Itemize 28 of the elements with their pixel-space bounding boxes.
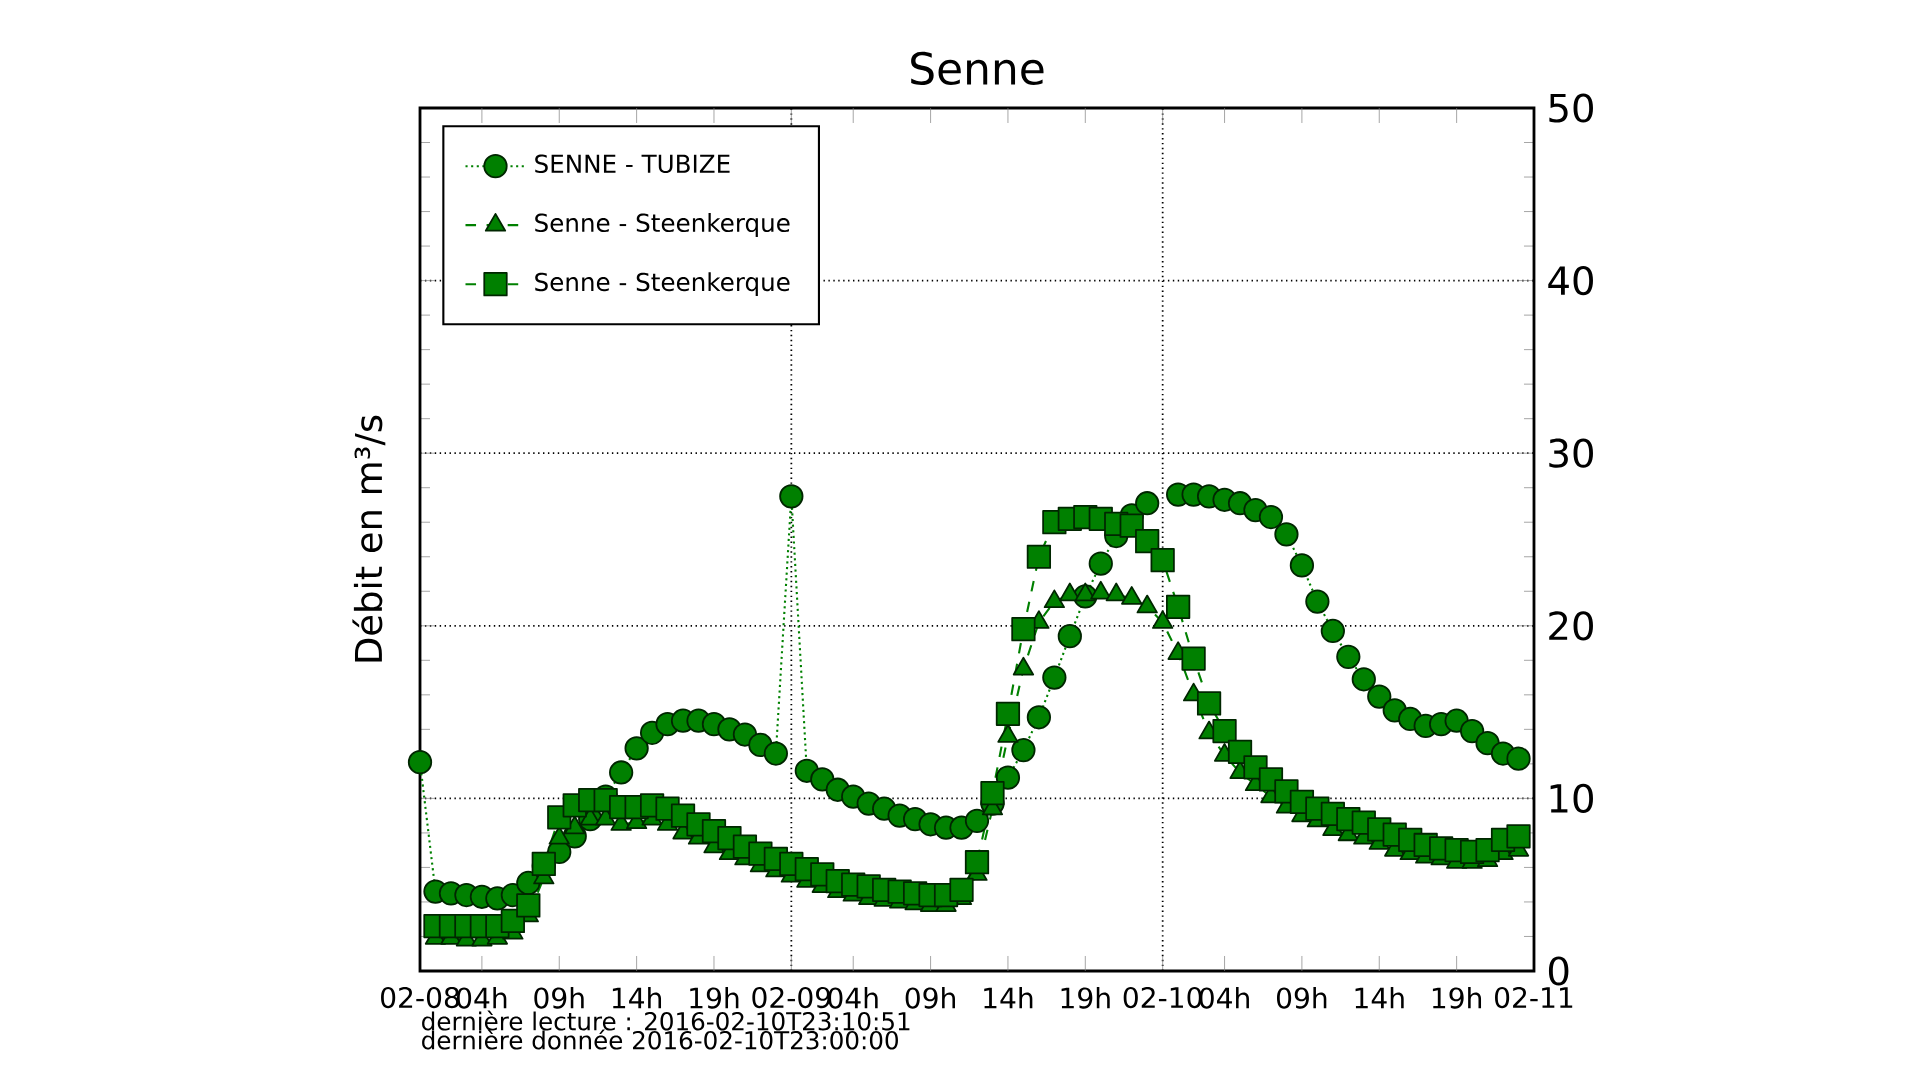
x-tick-label: 19h — [1432, 986, 1482, 1009]
x-tick-label: 02-09 — [752, 986, 831, 1009]
text: dernière lecture : 2016-02-10T23:10:51 — [422, 1010, 910, 1031]
y-tick-label: 30 — [1549, 438, 1593, 468]
x-tick-label: 04h — [828, 986, 878, 1009]
chart-title: Senne — [911, 51, 1044, 86]
x-tick-label: 04h — [1199, 986, 1249, 1009]
y-tick-label: 40 — [1548, 266, 1593, 296]
x-tick-label: 19h — [1061, 986, 1110, 1009]
x-tick-label: 14h — [1355, 986, 1404, 1009]
x-tick-label: 02-11 — [1495, 986, 1573, 1009]
legend-label: SENNE - TUBIZE — [535, 154, 730, 174]
legend-label: Senne - Steenkerque — [535, 213, 790, 237]
x-tick-label: 02-08 — [381, 986, 459, 1009]
y-tick-label: 0 — [1548, 956, 1569, 986]
x-tick-label: 09h — [905, 986, 955, 1009]
y-axis-title: Débit en m³/s — [352, 415, 386, 662]
x-tick-label: 14h — [612, 986, 662, 1009]
x-tick-label: 09h — [534, 986, 584, 1009]
legend-label: Senne - Steenkerque — [535, 272, 790, 297]
y-tick-label: 10 — [1550, 783, 1593, 814]
x-tick-label: 19h — [690, 986, 739, 1009]
x-tick-label: 14h — [984, 986, 1033, 1009]
x-tick-label: 04h — [456, 986, 507, 1009]
y-tick-label: 50 — [1549, 93, 1593, 123]
x-tick-label: 02-10 — [1123, 986, 1202, 1009]
x-tick-label: 09h — [1276, 986, 1327, 1009]
y-tick-label: 20 — [1549, 611, 1593, 641]
